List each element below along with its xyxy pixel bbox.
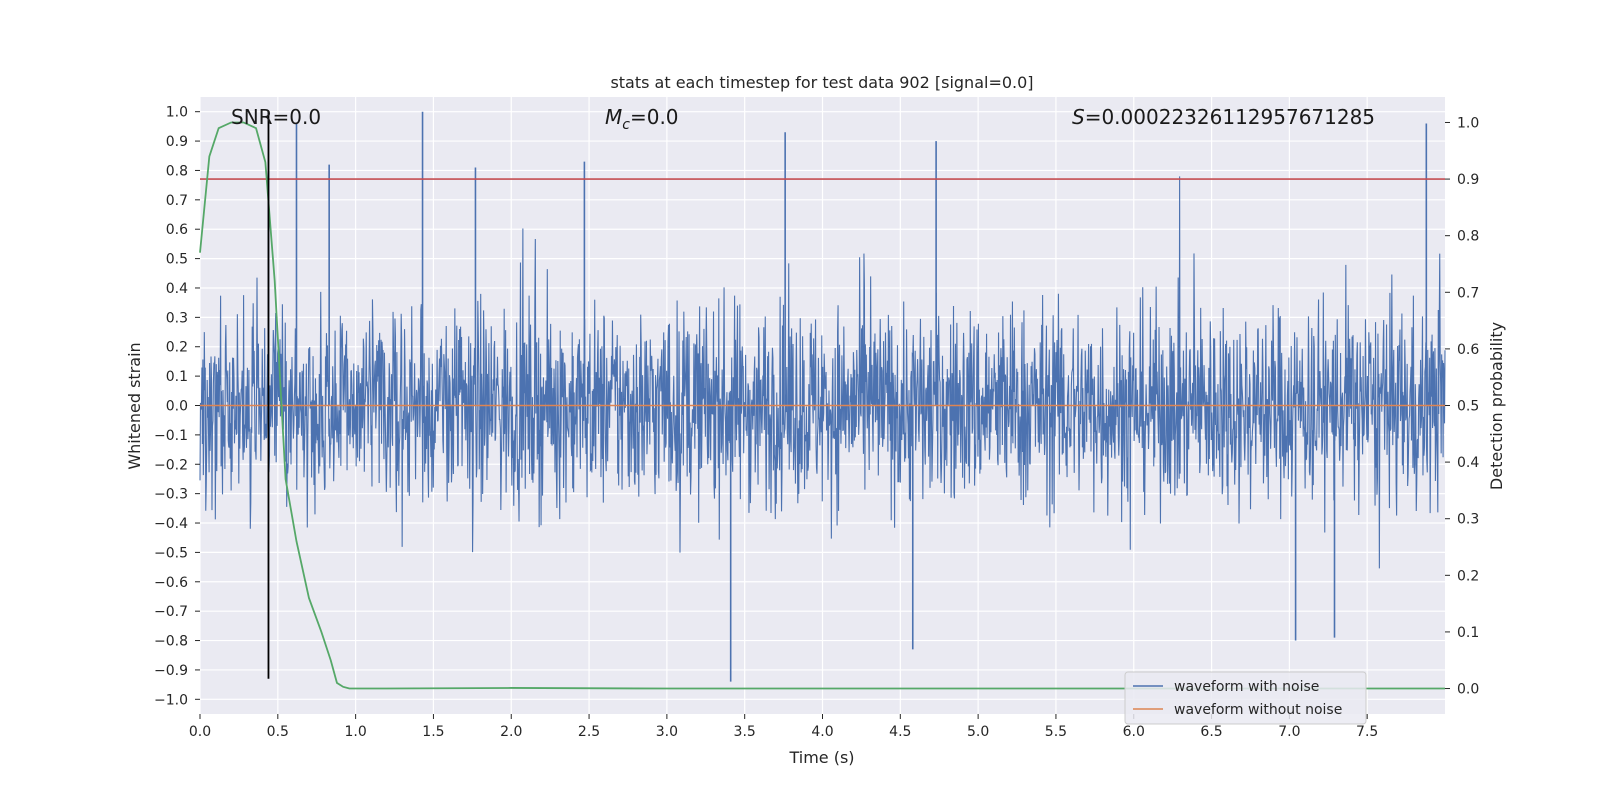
- yl-tick-label-19: −0.9: [154, 663, 188, 679]
- x-tick-label-8: 4.0: [811, 724, 833, 740]
- yl-tick-label-10: 0.0: [166, 399, 188, 415]
- legend-entry-noise: waveform with noise: [1174, 679, 1319, 695]
- yl-tick-label-17: −0.7: [154, 604, 188, 620]
- x-tick-label-6: 3.0: [656, 724, 678, 740]
- y-right-axis-ticks: 1.0 0.9 0.8 0.7 0.6 0.5 0.4 0.3 0.2 0.1 0.0: [1445, 115, 1479, 698]
- x-tick-label-11: 5.5: [1045, 724, 1067, 740]
- significance-annotation: S=0.00022326112957671285: [1072, 105, 1375, 129]
- yl-tick-label-11: −0.1: [154, 428, 188, 444]
- yl-tick-label-4: 0.6: [166, 222, 188, 238]
- yl-tick-label-18: −0.8: [154, 634, 188, 650]
- yl-tick-label-15: −0.5: [154, 545, 188, 561]
- x-tick-label-5: 2.5: [578, 724, 600, 740]
- chart-title: stats at each timestep for test data 902…: [610, 73, 1033, 92]
- x-tick-label-12: 6.0: [1123, 724, 1145, 740]
- yl-tick-label-9: 0.1: [166, 369, 188, 385]
- yr-tick-label-0: 1.0: [1457, 115, 1479, 131]
- legend-box: [1124, 671, 1367, 725]
- x-tick-label-3: 1.5: [422, 724, 444, 740]
- x-tick-label-9: 4.5: [889, 724, 911, 740]
- yl-tick-label-20: −1.0: [154, 692, 188, 708]
- yl-tick-label-16: −0.6: [154, 575, 188, 591]
- noise-waveform-line: [199, 176, 1446, 569]
- yr-tick-label-10: 0.0: [1457, 682, 1479, 698]
- probability-line: [199, 121, 1445, 690]
- yr-tick-label-2: 0.8: [1457, 229, 1479, 245]
- yr-tick-label-5: 0.5: [1457, 399, 1479, 415]
- yl-tick-label-5: 0.5: [166, 252, 188, 268]
- y-left-axis-ticks: 1.0 0.9 0.8 0.7 0.6 0.5 0.4 0.3 0.2 0.1 0.0 −0.1 −0.…: [154, 105, 200, 708]
- x-tick-label-2: 1.0: [344, 724, 366, 740]
- s-symbol: S: [1072, 105, 1085, 129]
- yl-tick-label-3: 0.7: [166, 193, 188, 209]
- series-detection-probability: [199, 121, 1445, 690]
- legend-entry-clean: waveform without noise: [1174, 702, 1342, 718]
- x-tick-label-7: 3.5: [734, 724, 756, 740]
- yr-tick-label-6: 0.4: [1457, 455, 1479, 471]
- x-tick-label-15: 7.5: [1356, 724, 1378, 740]
- legend: waveform with noise waveform without noi…: [1124, 671, 1367, 725]
- x-tick-label-13: 6.5: [1200, 724, 1222, 740]
- mc-value: =0.0: [630, 105, 679, 129]
- yl-tick-label-8: 0.2: [166, 340, 188, 356]
- yr-tick-label-9: 0.1: [1457, 625, 1479, 641]
- yr-tick-label-8: 0.2: [1457, 568, 1479, 584]
- yr-tick-label-7: 0.3: [1457, 512, 1479, 528]
- mc-symbol: M: [605, 105, 622, 129]
- yl-tick-label-14: −0.4: [154, 516, 188, 532]
- yr-tick-label-3: 0.7: [1457, 285, 1479, 301]
- x-tick-label-0: 0.0: [189, 724, 211, 740]
- yl-tick-label-2: 0.8: [166, 163, 188, 179]
- yl-tick-label-0: 1.0: [166, 105, 188, 121]
- x-tick-label-14: 7.0: [1278, 724, 1300, 740]
- yl-tick-label-7: 0.3: [166, 310, 188, 326]
- yl-tick-label-13: −0.3: [154, 487, 188, 503]
- x-tick-label-4: 2.0: [500, 724, 522, 740]
- y-left-axis-label: Whitened strain: [125, 342, 144, 469]
- yr-tick-label-1: 0.9: [1457, 172, 1479, 188]
- s-value: =0.00022326112957671285: [1085, 105, 1375, 129]
- yl-tick-label-12: −0.2: [154, 457, 188, 473]
- yr-tick-label-4: 0.6: [1457, 342, 1479, 358]
- mc-subscript: c: [622, 117, 630, 133]
- x-axis-label: Time (s): [788, 748, 854, 767]
- yl-tick-label-6: 0.4: [166, 281, 188, 297]
- x-tick-label-1: 0.5: [267, 724, 289, 740]
- chirp-mass-annotation: Mc=0.0: [605, 105, 679, 133]
- y-right-axis-label: Detection probability: [1487, 322, 1506, 490]
- x-tick-label-10: 5.0: [967, 724, 989, 740]
- snr-annotation: SNR=0.0: [231, 105, 321, 129]
- yl-tick-label-1: 0.9: [166, 134, 188, 150]
- x-axis-ticks: 0.0 0.5 1.0 1.5 2.0 2.5 3.0 3.5 4.0 4.5 5.0 5.5 6.0 6…: [189, 714, 1378, 740]
